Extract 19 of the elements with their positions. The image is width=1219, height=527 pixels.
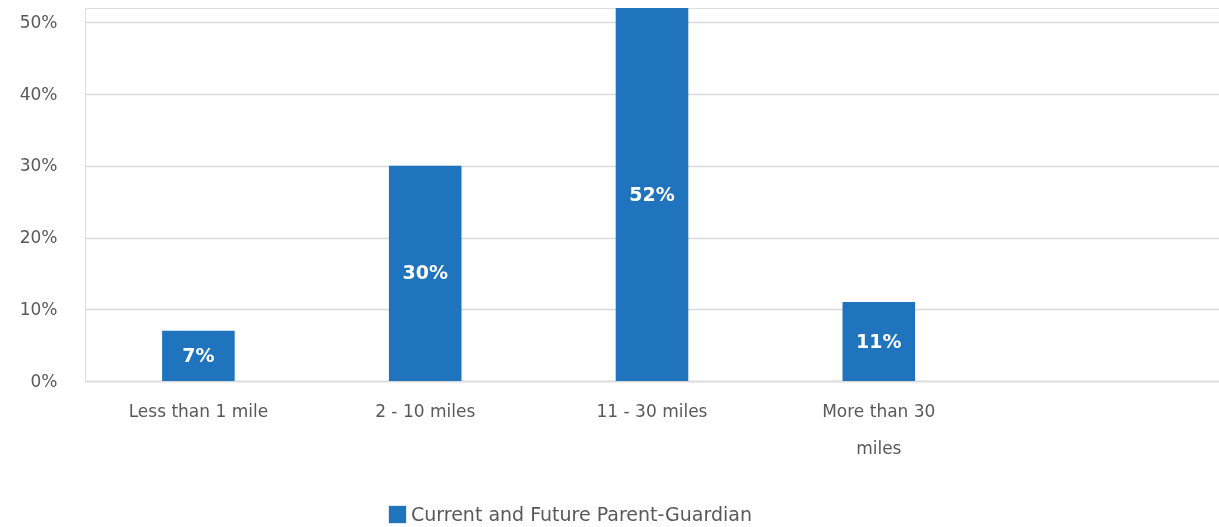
x-tick-label: More than 30 miles xyxy=(822,400,936,458)
y-tick-label: 10% xyxy=(19,298,58,319)
y-tick-label: 30% xyxy=(19,155,58,176)
x-tick-label: Less than 1 mile xyxy=(128,400,269,421)
data-label: 30% xyxy=(402,261,448,284)
data-label: 11% xyxy=(856,329,902,352)
legend-label: Current and Future Parent-Guardian xyxy=(411,502,753,525)
x-tick-label: 2 - 10 miles xyxy=(375,400,476,421)
bar xyxy=(842,302,916,381)
bar xyxy=(162,330,235,381)
x-tick-label: 11 - 30 miles xyxy=(596,400,708,421)
data-label: 52% xyxy=(629,182,675,205)
bar xyxy=(615,8,689,381)
bar xyxy=(388,165,462,381)
y-tick-label: 50% xyxy=(19,11,58,32)
y-tick-label: 40% xyxy=(19,83,58,104)
y-tick-label: 0% xyxy=(30,370,58,391)
data-label: 7% xyxy=(182,343,215,366)
y-tick-label: 20% xyxy=(19,227,58,248)
